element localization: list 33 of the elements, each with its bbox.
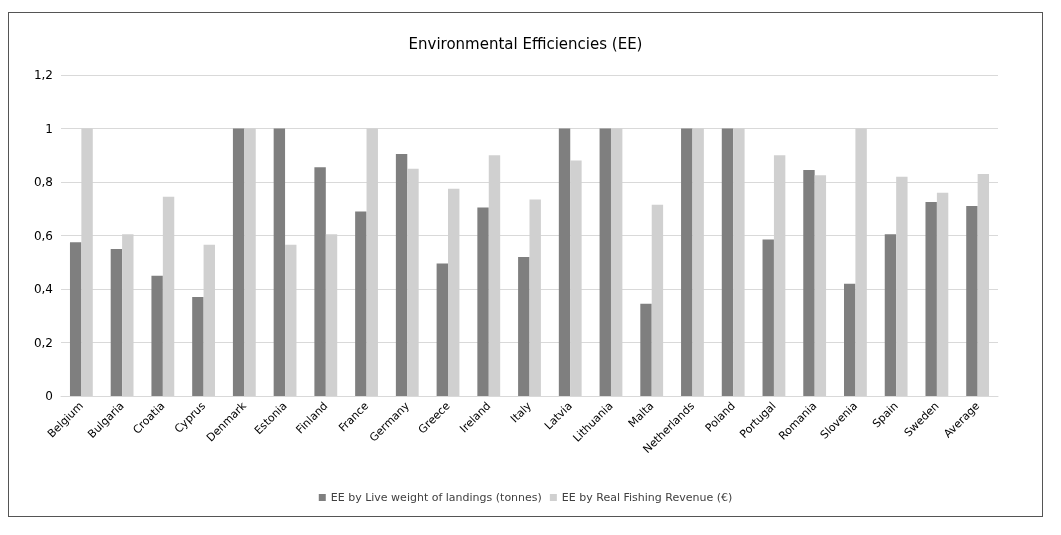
y-tick-label: 1 [45, 121, 53, 136]
bar [192, 297, 204, 396]
bar [803, 169, 815, 396]
bar [395, 153, 408, 396]
bar [151, 275, 163, 396]
bar [273, 128, 286, 396]
bar [925, 202, 937, 396]
bar [640, 303, 652, 396]
bar [681, 128, 693, 396]
legend-label: EE by Live weight of landings (tonnes) [330, 491, 542, 504]
bar [844, 283, 856, 396]
bar [762, 239, 774, 396]
y-tick-label: 0,2 [33, 335, 53, 350]
bar [884, 234, 897, 396]
bar [558, 128, 571, 396]
y-tick-label: 0 [45, 389, 53, 403]
y-tick-label: 0,6 [33, 228, 53, 243]
y-tick-label: 0,8 [33, 175, 53, 189]
bar [436, 263, 449, 396]
legend-label: EE by Real Fishing Revenue (€) [561, 491, 733, 504]
y-tick-label: 0,4 [33, 282, 53, 296]
bar [110, 248, 123, 396]
bar [232, 128, 245, 396]
chart-title: Environmental Efficiencies (EE) [408, 34, 643, 53]
bar [355, 211, 367, 396]
bar [69, 242, 82, 396]
bar [518, 256, 530, 396]
bar [314, 167, 326, 396]
bar [721, 128, 734, 396]
bar [477, 207, 489, 396]
y-tick-label: 1,2 [33, 68, 53, 82]
bar [966, 206, 978, 396]
bar [599, 128, 611, 396]
